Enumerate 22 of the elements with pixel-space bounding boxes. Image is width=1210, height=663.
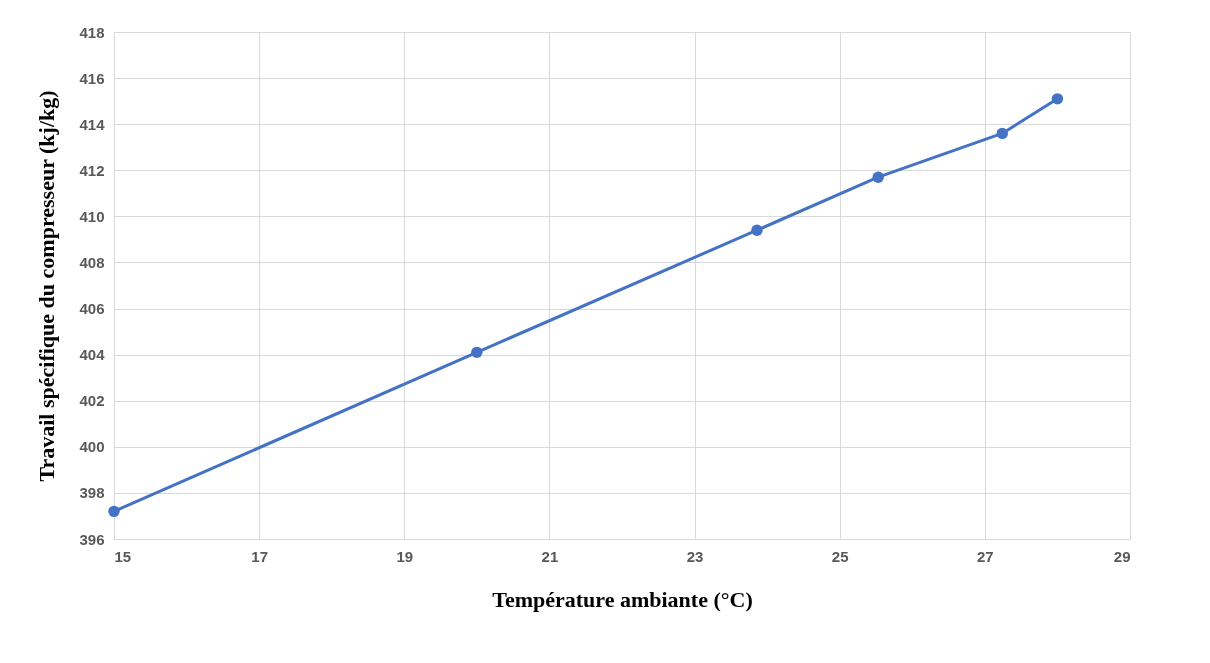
y-tick-label: 396 bbox=[79, 530, 105, 548]
y-tick-label: 412 bbox=[79, 161, 105, 179]
x-tick-label: 29 bbox=[1113, 547, 1131, 565]
x-tick-label: 17 bbox=[251, 547, 268, 565]
x-tick-label: 23 bbox=[686, 547, 704, 565]
x-axis-title: Température ambiante (°C) bbox=[492, 586, 753, 612]
y-tick-label: 400 bbox=[79, 438, 105, 456]
y-tick-label: 408 bbox=[79, 253, 105, 271]
x-tick-label: 15 bbox=[114, 547, 132, 565]
y-tick-label: 414 bbox=[79, 115, 106, 133]
x-tick-label: 25 bbox=[831, 547, 849, 565]
y-tick-label: 402 bbox=[79, 392, 105, 410]
y-axis-title: Travail spécifique du compresseur (kj/kg) bbox=[34, 90, 60, 482]
y-tick-label: 406 bbox=[79, 300, 105, 318]
y-tick-label: 398 bbox=[79, 484, 105, 502]
y-tick-label: 418 bbox=[79, 23, 105, 41]
y-tick-label: 404 bbox=[79, 346, 106, 364]
x-tick-label: 19 bbox=[396, 547, 414, 565]
x-tick-label: 21 bbox=[541, 547, 559, 565]
y-tick-label: 416 bbox=[79, 69, 105, 87]
x-tick-label: 27 bbox=[977, 547, 994, 565]
y-tick-label: 410 bbox=[79, 207, 105, 225]
